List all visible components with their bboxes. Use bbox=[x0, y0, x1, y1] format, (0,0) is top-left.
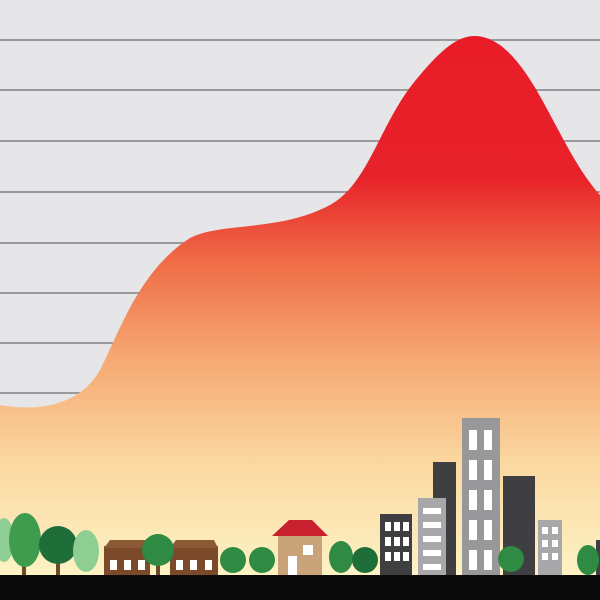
tree bbox=[142, 534, 174, 566]
windows bbox=[469, 430, 492, 570]
tree bbox=[73, 530, 99, 572]
ground bbox=[0, 575, 600, 600]
building bbox=[462, 418, 500, 575]
window bbox=[303, 545, 313, 555]
windows bbox=[542, 527, 558, 560]
trees bbox=[0, 513, 599, 575]
tree bbox=[220, 547, 246, 573]
roof bbox=[272, 520, 328, 536]
buildings bbox=[380, 418, 600, 575]
tree bbox=[9, 513, 41, 567]
tree bbox=[577, 545, 599, 575]
roof bbox=[170, 540, 218, 548]
tree bbox=[329, 541, 353, 573]
windows bbox=[385, 522, 409, 561]
tree bbox=[352, 547, 378, 573]
tree bbox=[39, 526, 77, 564]
windows bbox=[423, 508, 441, 570]
building bbox=[538, 520, 562, 575]
roof bbox=[104, 540, 150, 548]
tree bbox=[249, 547, 275, 573]
door bbox=[288, 556, 297, 575]
heat-curve bbox=[0, 36, 600, 575]
house bbox=[278, 536, 322, 575]
tree bbox=[498, 546, 524, 572]
